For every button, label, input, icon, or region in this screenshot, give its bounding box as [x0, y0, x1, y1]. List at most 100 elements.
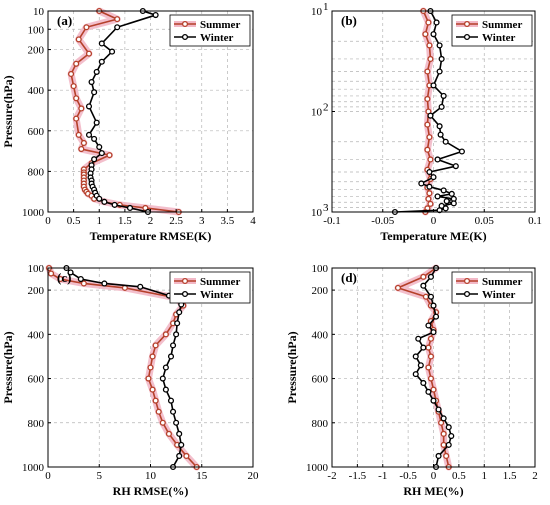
panel-label: (c): [57, 270, 71, 285]
winter-data-point: [93, 68, 100, 75]
summer-data-point: [430, 386, 437, 393]
winter-data-point: [420, 379, 427, 387]
summer-data-point: [425, 19, 432, 26]
y-tick-label: 100: [28, 24, 45, 36]
summer-data-point: [438, 419, 445, 426]
x-tick-label: 1: [482, 470, 488, 482]
x-tick-label: -1.5: [349, 470, 367, 482]
winter-data-point: [426, 168, 433, 176]
y-axis-label: Pressure(hPa): [1, 75, 15, 147]
winter-data-point: [98, 150, 105, 157]
summer-data-point: [443, 452, 450, 459]
y-tick-label: 200: [28, 285, 45, 297]
winter-data-point: [450, 200, 457, 207]
winter-data-point: [176, 452, 183, 459]
winter-data-point: [91, 156, 98, 163]
legend-summer-marker: [463, 20, 471, 28]
legend-summer-marker: [181, 20, 189, 28]
winter-data-point: [440, 415, 447, 422]
winter-data-point: [96, 143, 103, 151]
winter-data-point: [434, 193, 441, 200]
winter-data-point: [448, 190, 455, 197]
winter-data-point: [91, 89, 98, 96]
winter-data-point: [173, 419, 180, 426]
summer-data-point: [106, 152, 113, 159]
x-axis-label: RH RMSE(%): [113, 484, 189, 498]
winter-data-point: [458, 148, 465, 155]
panel-3: 0 5 10 15 20 100 200 400 600 800 1000 RH RMSE(%) Pre…: [1, 263, 259, 498]
x-tick-label: -1: [378, 470, 387, 482]
x-tick-label: 1.5: [503, 470, 517, 482]
legend-winter-label: Winter: [200, 289, 234, 301]
summer-data-point: [147, 364, 154, 371]
x-tick-label: 0.5: [67, 215, 81, 227]
legend-winter-marker: [181, 290, 189, 298]
summer-data-point: [426, 42, 433, 49]
summer-data-point: [78, 146, 85, 153]
winter-data-point: [438, 55, 445, 62]
winter-data-point: [435, 406, 442, 413]
y-tick-label: 10: [33, 6, 45, 18]
summer-data-point: [427, 353, 435, 360]
summer-data-point: [142, 204, 149, 211]
summer-data-point: [422, 31, 429, 38]
winter-data-point: [426, 183, 433, 190]
x-tick-label: 10: [145, 470, 157, 482]
summer-data-point: [424, 146, 431, 153]
winter-data-point: [430, 397, 437, 404]
winter-data-point: [438, 103, 445, 110]
winter-data-point: [67, 269, 74, 276]
summer-data-point: [183, 452, 190, 459]
summer-data-point: [78, 105, 85, 112]
summer-data-point: [80, 280, 87, 287]
summer-data-point: [425, 344, 432, 351]
x-axis-label: Temperature ME(K): [380, 229, 486, 243]
winter-data-point: [85, 103, 93, 110]
summer-data-point: [427, 156, 434, 163]
x-tick-label: 15: [196, 470, 208, 482]
winter-data-point: [91, 135, 98, 142]
winter-data-point: [159, 375, 166, 382]
summer-data-point: [165, 430, 173, 437]
summer-data-point: [73, 115, 80, 122]
x-tick-label: 5: [97, 470, 103, 482]
summer-data-point: [440, 430, 447, 437]
x-tick-label: 2.5: [169, 215, 183, 227]
y-tick-label: 800: [312, 418, 329, 430]
summer-data-point: [420, 273, 427, 280]
winter-data-point: [430, 174, 437, 181]
panel-label: (b): [341, 13, 357, 28]
y-tick-label: 600: [28, 374, 45, 386]
winter-data-point: [170, 408, 177, 415]
winter-data-point: [85, 131, 93, 138]
summer-data-point: [73, 60, 80, 67]
x-tick-label: 1.5: [118, 215, 132, 227]
winter-data-point: [420, 344, 427, 351]
y-tick-exponent: 2: [323, 102, 329, 114]
winter-data-point: [176, 309, 183, 316]
winter-data-point: [445, 441, 452, 448]
winter-data-point: [170, 342, 177, 349]
y-tick-label: 1000: [22, 462, 45, 474]
summer-data-point: [83, 24, 90, 31]
summer-data-point: [427, 375, 435, 382]
x-axis-label: Temperature RMSE(K): [90, 229, 212, 243]
winter-data-point: [432, 313, 440, 320]
y-tick-label: 600: [28, 126, 45, 138]
summer-data-point: [426, 134, 433, 141]
winter-data-point: [430, 302, 437, 309]
summer-data-point: [424, 121, 431, 128]
summer-data-point: [427, 55, 434, 62]
legend-box: [169, 271, 251, 304]
summer-data-point: [422, 293, 429, 300]
winter-data-point: [420, 282, 427, 289]
x-tick-label: -0.5: [399, 470, 417, 482]
y-axis-label: Pressure(hPa): [285, 331, 299, 403]
winter-data-point: [111, 201, 118, 208]
winter-data-point: [415, 335, 422, 342]
winter-data-point: [178, 441, 185, 448]
x-tick-label: 0.05: [475, 215, 495, 227]
winter-data-point: [77, 276, 84, 283]
